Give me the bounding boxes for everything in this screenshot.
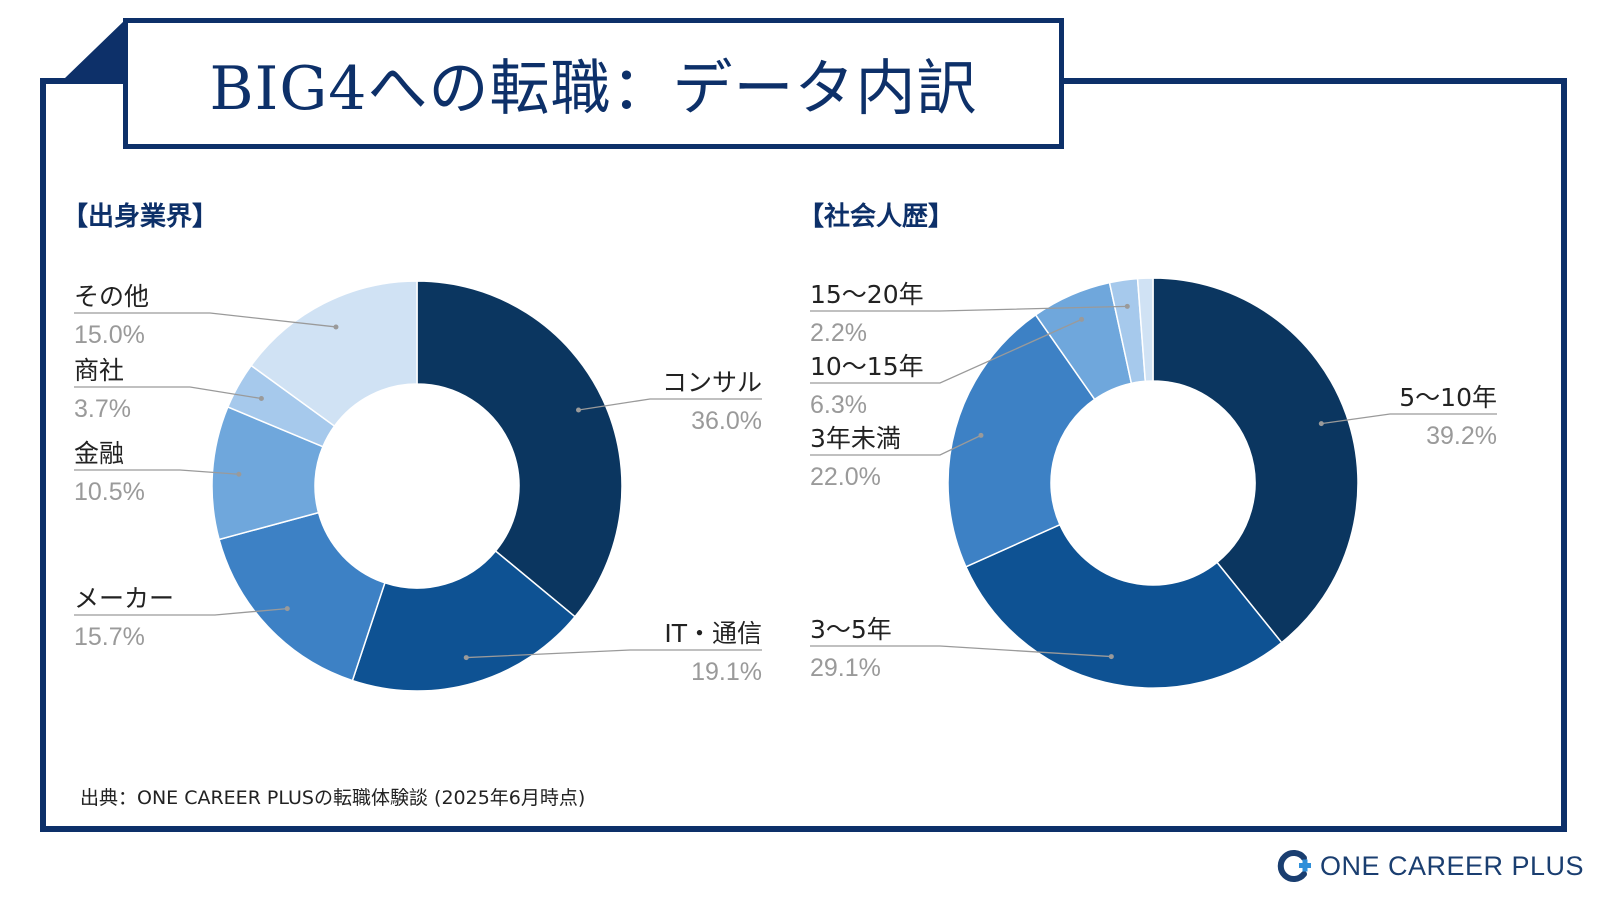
chart-1-leader-dot-6 xyxy=(333,324,339,330)
page-title: BIG4への転職：データ内訳 xyxy=(209,54,978,124)
chart-2-label-3: 3年未満 xyxy=(810,424,901,453)
chart-2-label-1: 5〜10年 xyxy=(1399,383,1497,412)
chart-1-title: 【出身業界】 xyxy=(62,202,219,232)
chart-2-label-5: 15〜20年 xyxy=(810,280,924,309)
chart-2-label-2: 3〜5年 xyxy=(810,615,892,644)
brand-logo: ONE CAREER PLUS xyxy=(1276,848,1584,884)
one-career-plus-logo-icon xyxy=(1277,850,1311,882)
chart-1-slice-6 xyxy=(250,280,418,428)
source-note: 出典：ONE CAREER PLUSの転職体験談 (2025年6月時点) xyxy=(80,787,586,809)
chart-2-leader-dot-1 xyxy=(1318,421,1324,427)
chart-1-leader-dot-2 xyxy=(463,655,469,661)
chart-1-value-label-2: 19.1% xyxy=(691,658,762,686)
title-box: BIG4への転職：データ内訳 xyxy=(123,18,1064,149)
chart-1-leader-line-4 xyxy=(74,469,239,475)
chart-1-value-label-4: 10.5% xyxy=(74,478,145,506)
chart-1-leader-dot-4 xyxy=(236,471,242,477)
chart-1-leader-dot-3 xyxy=(284,606,290,612)
chart-2-label-4: 10〜15年 xyxy=(810,352,924,381)
chart-2-leader-dot-4 xyxy=(1079,316,1085,322)
chart-1-leader-line-5 xyxy=(74,386,262,400)
chart-2-slice-2 xyxy=(964,523,1283,689)
chart-2-leader-line-5 xyxy=(810,305,1128,312)
chart-1-value-label-3: 15.7% xyxy=(74,623,145,651)
chart-1-leader-line-3 xyxy=(74,607,288,616)
chart-2-title: 【社会人歴】 xyxy=(798,202,955,232)
chart-1-value-label-6: 15.0% xyxy=(74,321,145,349)
chart-2-value-label-1: 39.2% xyxy=(1426,422,1497,450)
chart-2-value-label-5: 2.2% xyxy=(810,319,867,347)
chart-2-leader-dot-3 xyxy=(978,432,984,438)
chart-1-slice-1 xyxy=(416,280,623,618)
chart-1-label-4: 金融 xyxy=(74,439,124,468)
chart-1-leader-line-1 xyxy=(578,398,762,411)
chart-2-leader-line-2 xyxy=(810,645,1112,658)
chart-1-label-6: その他 xyxy=(74,282,149,311)
chart-2-leader-dot-2 xyxy=(1108,654,1114,660)
chart-1-label-1: コンサル xyxy=(662,368,762,397)
chart-2-leader-line-4 xyxy=(810,318,1082,384)
chart-2-leader-line-3 xyxy=(810,434,982,456)
logo-text: ONE CAREER PLUS xyxy=(1320,850,1585,881)
chart-2-value-label-3: 22.0% xyxy=(810,463,881,491)
chart-2-slice-1 xyxy=(1152,277,1359,644)
chart-1-value-label-1: 36.0% xyxy=(691,407,762,435)
chart-1-label-5: 商社 xyxy=(74,356,124,385)
chart-2-slice-6 xyxy=(1136,277,1154,383)
chart-1-leader-line-6 xyxy=(74,312,337,328)
chart-1-leader-dot-5 xyxy=(258,396,264,402)
chart-2-value-label-2: 29.1% xyxy=(810,654,881,682)
chart-1-leader-dot-1 xyxy=(576,407,582,413)
chart-2-leader-line-1 xyxy=(1321,413,1497,425)
chart-2-slice-3 xyxy=(947,313,1096,568)
frame-corner-accent xyxy=(65,20,125,78)
chart-1-slice-3 xyxy=(218,511,386,682)
chart-2-value-label-4: 6.3% xyxy=(810,391,867,419)
chart-1-leader-line-2 xyxy=(466,649,762,659)
chart-1-slice-2 xyxy=(351,549,577,692)
chart-1-value-label-5: 3.7% xyxy=(74,395,131,423)
chart-1-label-2: IT・通信 xyxy=(664,619,762,648)
chart-2-leader-dot-5 xyxy=(1124,303,1130,309)
chart-1-label-3: メーカー xyxy=(74,584,174,613)
